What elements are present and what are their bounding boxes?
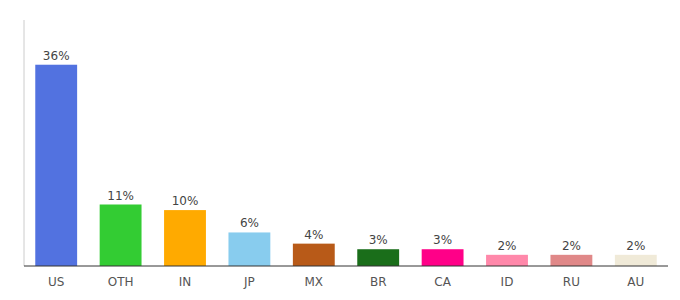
x-axis-line xyxy=(24,266,668,267)
x-tick-label: MX xyxy=(305,275,324,289)
bar xyxy=(615,255,657,266)
data-label: 2% xyxy=(626,239,645,253)
data-label: 2% xyxy=(497,239,516,253)
bar xyxy=(164,210,206,266)
bar xyxy=(422,249,464,266)
bar xyxy=(550,255,592,266)
x-tick-label: AU xyxy=(627,275,644,289)
x-tick-label: IN xyxy=(179,275,192,289)
data-label: 2% xyxy=(562,239,581,253)
bar xyxy=(293,244,335,266)
data-label: 3% xyxy=(433,233,452,247)
data-label: 6% xyxy=(240,216,259,230)
x-tick-label: US xyxy=(48,275,64,289)
x-tick-label: CA xyxy=(434,275,451,289)
bar xyxy=(228,232,270,266)
chart-container: 36% 11% 10% 6% 4% 3% 3% 2% 2% 2% US OTH IN JP MX BR CA ID… xyxy=(0,0,680,300)
data-label: 36% xyxy=(43,49,70,63)
y-axis-line xyxy=(24,20,25,266)
bars xyxy=(35,65,656,266)
data-label: 11% xyxy=(107,189,134,203)
x-tick-label: ID xyxy=(501,275,514,289)
bar xyxy=(35,65,77,266)
x-tick-label: RU xyxy=(563,275,580,289)
x-tick-label: JP xyxy=(243,275,255,289)
bar xyxy=(486,255,528,266)
data-label: 10% xyxy=(172,194,199,208)
bar xyxy=(357,249,399,266)
bar xyxy=(100,205,142,267)
data-label: 3% xyxy=(369,233,388,247)
x-tick-label: BR xyxy=(370,275,387,289)
x-tick-label: OTH xyxy=(108,275,134,289)
data-label: 4% xyxy=(304,228,323,242)
chart-svg: 36% 11% 10% 6% 4% 3% 3% 2% 2% 2% US OTH IN JP MX BR CA ID… xyxy=(0,0,680,300)
